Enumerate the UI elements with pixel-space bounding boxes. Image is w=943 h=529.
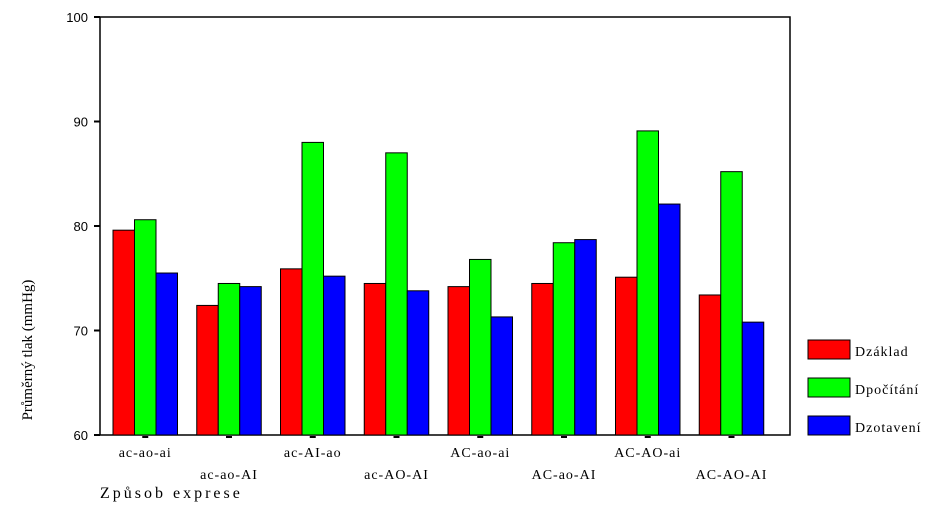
- bar: [658, 203, 681, 436]
- bar: [134, 219, 157, 436]
- legend-label: Dpočítání: [855, 383, 919, 398]
- bar: [741, 321, 765, 436]
- bar: [447, 286, 470, 436]
- y-tick-label: 70: [74, 324, 88, 339]
- bar: [698, 294, 722, 436]
- y-tick-label: 60: [74, 428, 88, 443]
- bar: [406, 290, 430, 436]
- legend-swatch: [807, 415, 851, 436]
- bar: [385, 152, 408, 436]
- bar: [490, 316, 513, 436]
- y-axis-title: Průměrný tlak (mmHg): [20, 280, 36, 421]
- x-tick-label: ac-AO-AI: [364, 468, 429, 483]
- bar: [363, 282, 387, 436]
- bar: [469, 258, 492, 436]
- bar: [301, 141, 324, 436]
- x-tick-label: ac-ao-AI: [200, 468, 258, 483]
- legend-label: Dzotavení: [855, 421, 922, 436]
- x-axis: ac-ao-ai ac-ao-AI ac-AI-ao ac-AO-AI AC-ao-ai…: [119, 436, 768, 483]
- legend: Dzáklad Dpočítání Dzotavení: [807, 339, 922, 436]
- bar: [636, 130, 659, 436]
- y-axis: 60 70 80 90 100: [66, 10, 100, 443]
- bar: [239, 286, 262, 436]
- bar: [155, 272, 178, 436]
- x-tick-label: ac-AI-ao: [284, 446, 342, 461]
- bar: [574, 239, 597, 436]
- y-tick-label: 90: [74, 115, 88, 130]
- legend-label: Dzáklad: [855, 345, 909, 360]
- x-tick-label: AC-ao-AI: [532, 468, 597, 483]
- bar: [323, 275, 346, 436]
- bar: [615, 276, 638, 436]
- bars-group: [112, 130, 765, 436]
- bar: [280, 268, 303, 436]
- legend-swatch: [807, 339, 851, 360]
- x-tick-label: AC-AO-ai: [614, 446, 681, 461]
- bar: [196, 304, 219, 436]
- legend-swatch: [807, 377, 851, 398]
- bar: [720, 171, 743, 436]
- x-axis-title: Způsob exprese: [100, 485, 243, 502]
- x-tick-label: AC-ao-ai: [450, 446, 510, 461]
- bar: [531, 282, 554, 436]
- y-tick-label: 100: [66, 10, 88, 25]
- bar: [552, 242, 576, 436]
- y-tick-label: 80: [74, 219, 88, 234]
- x-tick-label: ac-ao-ai: [119, 446, 172, 461]
- bar: [112, 229, 135, 436]
- bar: [217, 282, 241, 436]
- x-tick-label: AC-AO-AI: [696, 468, 768, 483]
